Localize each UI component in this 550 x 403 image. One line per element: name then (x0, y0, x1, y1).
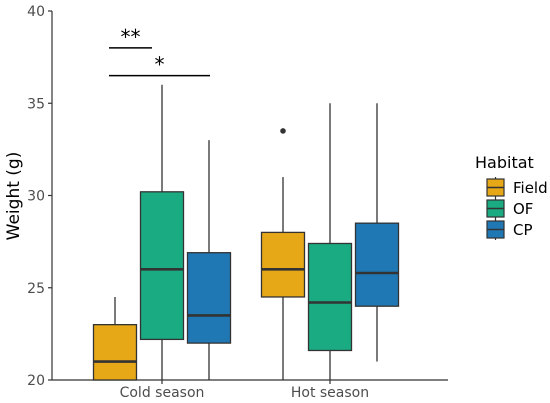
box-body (307, 242, 353, 352)
box-cp-hot (354, 103, 400, 362)
box-body (186, 252, 232, 344)
y-tick-label: 30 (27, 189, 45, 205)
legend-item-cp: CP (486, 219, 533, 240)
legend-label: OF (513, 200, 533, 218)
x-tick-label: Cold season (120, 385, 205, 401)
legend: Field OF CP (486, 177, 548, 240)
box-body (354, 222, 400, 307)
y-tick-label: 25 (27, 281, 45, 297)
x-tick-label: Hot season (291, 385, 369, 401)
significance-label: ** (121, 25, 141, 49)
box-body (139, 191, 185, 341)
box-of-hot (307, 103, 353, 380)
y-tick-label: 40 (27, 4, 45, 20)
y-tick-label: 35 (27, 96, 45, 112)
box-body (260, 231, 306, 298)
legend-item-field: Field (486, 177, 548, 198)
y-axis-title: Weight (g) (4, 152, 24, 241)
outlier-point (280, 128, 286, 134)
legend-item-of: OF (486, 198, 533, 219)
box-of-cold (139, 84, 185, 380)
box-cp-cold (186, 140, 232, 380)
box-field-cold (92, 296, 138, 381)
y-tick-label: 20 (27, 373, 45, 389)
box-body (92, 323, 138, 381)
significance-label: * (155, 53, 165, 77)
legend-label: CP (513, 221, 533, 239)
box-field-hot (260, 128, 306, 380)
legend-title: Habitat (475, 153, 534, 172)
legend-label: Field (513, 179, 548, 197)
